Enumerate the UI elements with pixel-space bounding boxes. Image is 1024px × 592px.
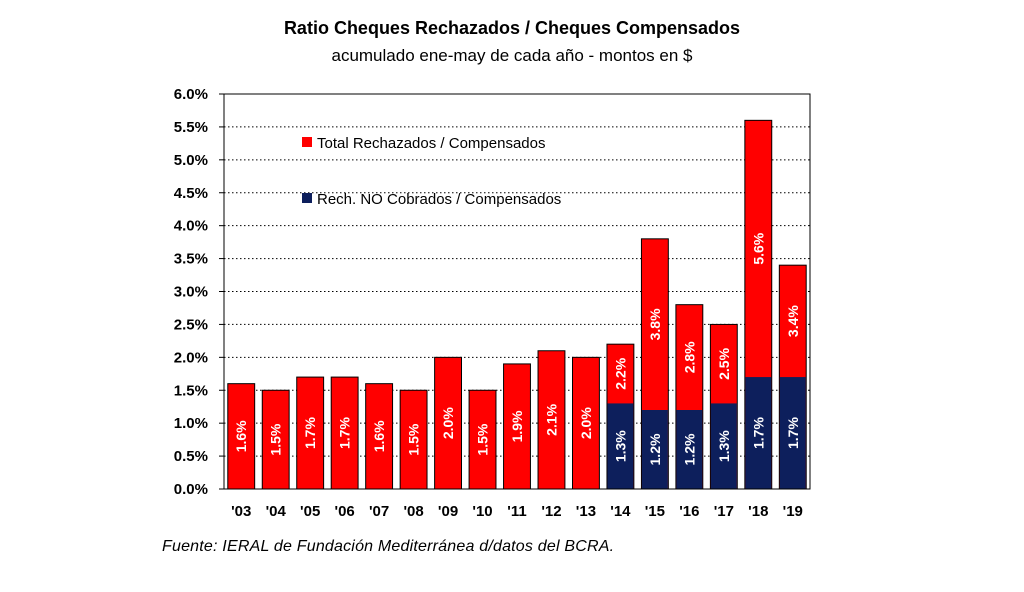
- y-tick-label: 5.0%: [174, 152, 208, 169]
- bars: [227, 119, 807, 490]
- bar-label-total: 5.6%: [750, 232, 766, 264]
- x-tick-label: '09: [438, 503, 458, 520]
- y-tick-label: 1.5%: [174, 382, 208, 399]
- bar-total: [434, 356, 463, 490]
- bar-total: [503, 363, 531, 490]
- legend-label-total: Total Rechazados / Compensados: [317, 135, 545, 152]
- bar-label-total: 3.4%: [785, 305, 801, 337]
- y-tick-label: 4.0%: [174, 218, 208, 235]
- y-tick-label: 3.5%: [174, 251, 208, 268]
- x-tick-label: '11: [507, 503, 526, 520]
- bar-label-no-cobrados: 1.2%: [681, 433, 697, 465]
- y-tick-label: 4.5%: [174, 185, 208, 202]
- bar-total: [399, 389, 428, 490]
- bar-label-no-cobrados: 1.3%: [716, 430, 732, 462]
- axes: 0.0% 0.5% 1.0% 1.5% 2.0% 2.5% 3.0% 3.5% 4.0% 4.5%…: [174, 86, 811, 520]
- y-tick-label: 1.0%: [174, 415, 208, 432]
- bar-no-cobrados: [641, 410, 668, 489]
- plot-frame: [223, 93, 811, 490]
- bar-total: [365, 383, 394, 490]
- bar-label-total: 1.6%: [233, 420, 249, 452]
- bar-no-cobrados: [676, 410, 703, 489]
- x-tick-label: '03: [231, 503, 251, 520]
- y-tick-label: 2.5%: [174, 316, 208, 333]
- x-tick-label: '07: [369, 503, 389, 520]
- bar-label-total: 1.7%: [302, 417, 318, 449]
- bar-label-total: 1.5%: [268, 423, 284, 455]
- bar-total: [227, 383, 256, 490]
- bar-label-total: 1.5%: [406, 423, 422, 455]
- x-tick-label: '04: [266, 503, 287, 520]
- x-tick-label: '08: [403, 503, 423, 520]
- legend-label-no-cobrados: Rech. NO Cobrados / Compensados: [317, 191, 561, 208]
- bar-label-no-cobrados: 1.2%: [647, 433, 663, 465]
- chart-subtitle: acumulado ene-may de cada año - montos e…: [331, 46, 693, 65]
- bar-label-no-cobrados: 1.3%: [612, 430, 628, 462]
- bar-label-total: 2.0%: [440, 407, 456, 439]
- x-tick-label: '17: [714, 503, 734, 520]
- x-tick-label: '14: [610, 503, 631, 520]
- bar-total: [296, 376, 325, 490]
- legend-swatch-total: [302, 137, 312, 147]
- bar-label-total: 1.7%: [337, 417, 353, 449]
- bar-label-total: 2.0%: [578, 407, 594, 439]
- bar-label-total: 2.2%: [612, 357, 628, 389]
- bar-labels: 1.6% 1.5% 1.7% 1.7% 1.6% 1.5% 2.0% 1.5% 1.9% 2.1%…: [233, 232, 801, 465]
- x-tick-label: '15: [645, 503, 665, 520]
- x-tick-label: '18: [748, 503, 768, 520]
- x-tick-label: '16: [679, 503, 699, 520]
- bar-total: [330, 376, 359, 490]
- bar-no-cobrados: [710, 403, 737, 489]
- bar-label-total: 2.8%: [681, 341, 697, 373]
- legend-swatch-no-cobrados: [302, 193, 312, 203]
- x-tick-label: '05: [300, 503, 320, 520]
- y-tick-label: 5.5%: [174, 119, 208, 136]
- x-tick-label: '19: [783, 503, 803, 520]
- bar-total: [261, 389, 290, 490]
- bar-no-cobrados: [779, 377, 806, 489]
- bar-label-total: 1.6%: [371, 420, 387, 452]
- bar-total: [571, 356, 600, 490]
- source-note: Fuente: IERAL de Fundación Mediterránea …: [162, 538, 615, 555]
- x-tick-label: '06: [335, 503, 355, 520]
- chart-title: Ratio Cheques Rechazados / Cheques Compe…: [283, 18, 741, 38]
- bar-label-total: 1.9%: [509, 410, 525, 442]
- bar-label-total: 1.5%: [475, 423, 491, 455]
- bar-no-cobrados: [607, 403, 634, 489]
- bar-label-total: 2.1%: [543, 403, 559, 435]
- y-tick-label: 2.0%: [174, 349, 208, 366]
- bar-label-no-cobrados: 1.7%: [750, 417, 766, 449]
- bar-total: [537, 350, 566, 490]
- bar-label-total: 2.5%: [716, 347, 732, 379]
- x-tick-label: '10: [472, 503, 492, 520]
- x-tick-label: '13: [576, 503, 596, 520]
- y-tick-label: 0.0%: [174, 481, 208, 498]
- bar-label-total: 3.8%: [647, 308, 663, 340]
- bar-no-cobrados: [745, 377, 772, 489]
- legend: Total Rechazados / Compensados Rech. NO …: [302, 135, 561, 208]
- bar-label-no-cobrados: 1.7%: [785, 417, 801, 449]
- y-tick-label: 3.0%: [174, 284, 208, 301]
- x-tick-label: '12: [541, 503, 561, 520]
- y-tick-label: 0.5%: [174, 448, 208, 465]
- y-tick-label: 6.0%: [174, 86, 208, 103]
